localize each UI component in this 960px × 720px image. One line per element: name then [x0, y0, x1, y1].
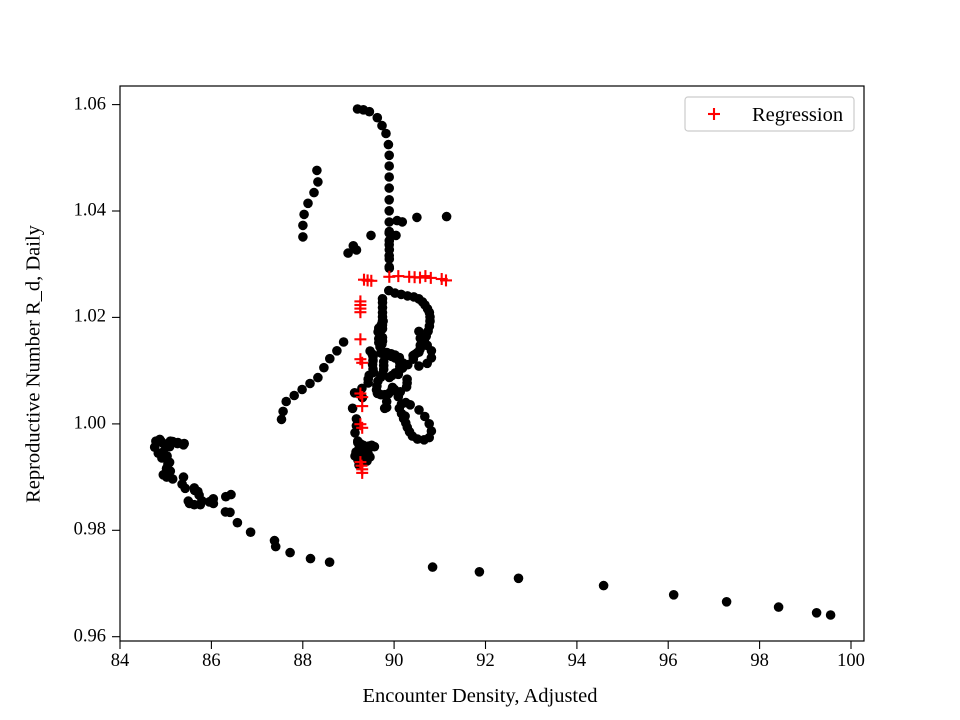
svg-text:Regression: Regression — [752, 104, 843, 126]
